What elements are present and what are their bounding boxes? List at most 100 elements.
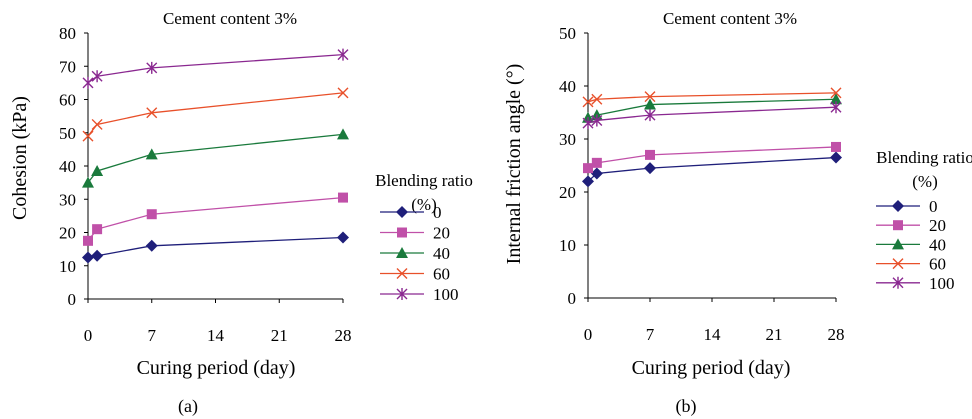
- chart-a-legend-label-100: 100: [433, 285, 459, 304]
- chart-b-legend-marker-60: [892, 258, 904, 270]
- chart-b-y-tick-label: 50: [559, 24, 576, 43]
- chart-b-series-100-point: [582, 117, 594, 130]
- chart-b-y-tick-label: 40: [559, 77, 576, 96]
- chart-a-series-0-point: [91, 249, 104, 262]
- chart-b-series-20-point: [591, 157, 602, 168]
- chart-b-x-tick-label: 28: [828, 325, 845, 344]
- chart-b-series-0-point: [830, 151, 842, 164]
- chart-a-y-axis-label: Cohesion (kPa): [9, 96, 31, 220]
- chart-a-series-60-point: [82, 130, 94, 142]
- chart-a-series-40-point: [337, 128, 349, 140]
- chart-b-legend-marker-0: [892, 200, 904, 212]
- chart-b-legend-title-line1: Blending ratio: [876, 148, 972, 167]
- chart-a-y-tick-label: 50: [59, 124, 76, 143]
- chart-a-y-tick-label: 10: [59, 257, 76, 276]
- chart-b-title: Cement content 3%: [663, 9, 797, 28]
- chart-b-legend-marker-20: [893, 220, 903, 231]
- chart-b-series-60-point: [644, 91, 656, 103]
- chart-a-legend-marker-60: [396, 268, 408, 279]
- chart-a-legend-marker-100: [396, 288, 408, 300]
- chart-a-series-40-line: [87, 133, 344, 184]
- chart-b-y-tick-label: 20: [559, 183, 576, 202]
- chart-b-y-axis-label: Internal friction angle (°): [503, 64, 525, 265]
- chart-a-series-40-point: [145, 148, 158, 160]
- chart-a-series-0-point: [145, 239, 158, 252]
- chart-a-legend-label-0: 0: [433, 203, 442, 222]
- chart-a-x-tick-label: 7: [148, 326, 157, 345]
- chart-b-series-40-point: [644, 98, 656, 110]
- chart-a-y-tick-label: 20: [59, 224, 76, 243]
- chart-a-series-60-point: [337, 87, 349, 99]
- chart-a-legend-label-60: 60: [433, 265, 450, 284]
- chart-b-x-tick-label: 21: [766, 325, 783, 344]
- chart-b-y-tick-label: 0: [568, 289, 577, 308]
- chart-a-series-40-point: [82, 176, 94, 188]
- chart-a-series-100-point: [82, 76, 94, 89]
- chart-a-y-tick-label: 60: [59, 91, 76, 110]
- chart-b-panel-label: (b): [676, 396, 697, 417]
- chart-a-legend-title-line1: Blending ratio: [375, 171, 473, 190]
- chart-b-y-tick-label: 10: [559, 236, 576, 255]
- chart-b-legend-label-100: 100: [929, 274, 955, 293]
- chart-b-series-20-point: [645, 149, 655, 160]
- chart-a-series-0-point: [337, 231, 349, 244]
- chart-a-legend-marker-0: [396, 206, 408, 218]
- chart-a-series-20-point: [146, 209, 157, 220]
- chart-a-series-100-point: [146, 61, 158, 74]
- chart-a-legend-label-40: 40: [433, 244, 450, 263]
- chart-b: Cement content 3% Internal friction angl…: [503, 9, 972, 417]
- chart-a-series-60-point: [91, 118, 103, 130]
- chart-b-series-20-point: [583, 163, 593, 174]
- chart-a-y-tick-label: 0: [68, 290, 77, 309]
- chart-b-series-20-point: [831, 141, 841, 152]
- chart-a-series-0-line: [87, 236, 344, 259]
- chart-b-legend-label-20: 20: [929, 216, 946, 235]
- chart-a-legend-marker-20: [397, 227, 407, 238]
- chart-b-x-axis-label: Curing period (day): [632, 357, 791, 379]
- chart-a-x-axis-label: Curing period (day): [137, 357, 296, 379]
- chart-b-series-100-point: [830, 101, 842, 114]
- chart-a-x-tick-label: 28: [335, 326, 352, 345]
- chart-b-series-0-point: [590, 167, 603, 180]
- chart-b-x-tick-label: 0: [584, 325, 593, 344]
- chart-b-series-0-point: [582, 175, 594, 188]
- chart-b-series-60-line: [587, 92, 837, 103]
- chart-b-x-tick-label: 14: [704, 325, 722, 344]
- chart-a-series-0-point: [82, 251, 94, 264]
- chart-b-legend-label-0: 0: [929, 197, 938, 216]
- chart-b-series-60-point: [582, 96, 594, 108]
- chart-a-series-20-point: [92, 224, 103, 235]
- chart-b-series-100-line: [587, 106, 837, 124]
- chart-a-y-tick-label: 30: [59, 190, 76, 209]
- chart-b-series-0-point: [644, 162, 656, 175]
- chart-a-panel-label: (a): [178, 396, 198, 417]
- chart-b-x-tick-label: 7: [646, 325, 655, 344]
- chart-a-series-20-line: [87, 196, 344, 242]
- chart-a-series-20-point: [83, 235, 93, 246]
- chart-a-series-60-line: [87, 92, 344, 137]
- chart-a-legend-label-20: 20: [433, 224, 450, 243]
- chart-a-series-100-line: [87, 53, 344, 84]
- chart-b-legend-marker-40: [892, 238, 904, 250]
- chart-a-x-tick-label: 21: [271, 326, 288, 345]
- chart-a-series-20-point: [338, 192, 348, 203]
- chart-a: Cement content 3% Cohesion (kPa) Curing …: [9, 9, 473, 417]
- chart-b-series-0-line: [587, 156, 837, 182]
- chart-b-series-100-point: [644, 109, 656, 122]
- chart-a-x-tick-label: 14: [207, 326, 225, 345]
- chart-b-legend-label-60: 60: [929, 255, 946, 274]
- chart-a-legend-marker-40: [396, 247, 408, 258]
- chart-a-series-60-point: [146, 107, 158, 119]
- chart-b-series-60-point: [591, 93, 603, 105]
- chart-a-series-100-point: [337, 48, 349, 61]
- chart-b-legend-title-line2: (%): [912, 172, 937, 191]
- chart-a-y-tick-label: 80: [59, 24, 76, 43]
- chart-a-y-tick-label: 70: [59, 57, 76, 76]
- chart-a-title: Cement content 3%: [163, 9, 297, 28]
- chart-a-series-40-point: [91, 164, 104, 176]
- chart-b-y-tick-label: 30: [559, 130, 576, 149]
- chart-b-series-60-point: [830, 87, 842, 99]
- chart-a-legend-title-line2: (%): [411, 195, 436, 214]
- chart-b-legend-marker-100: [892, 276, 904, 289]
